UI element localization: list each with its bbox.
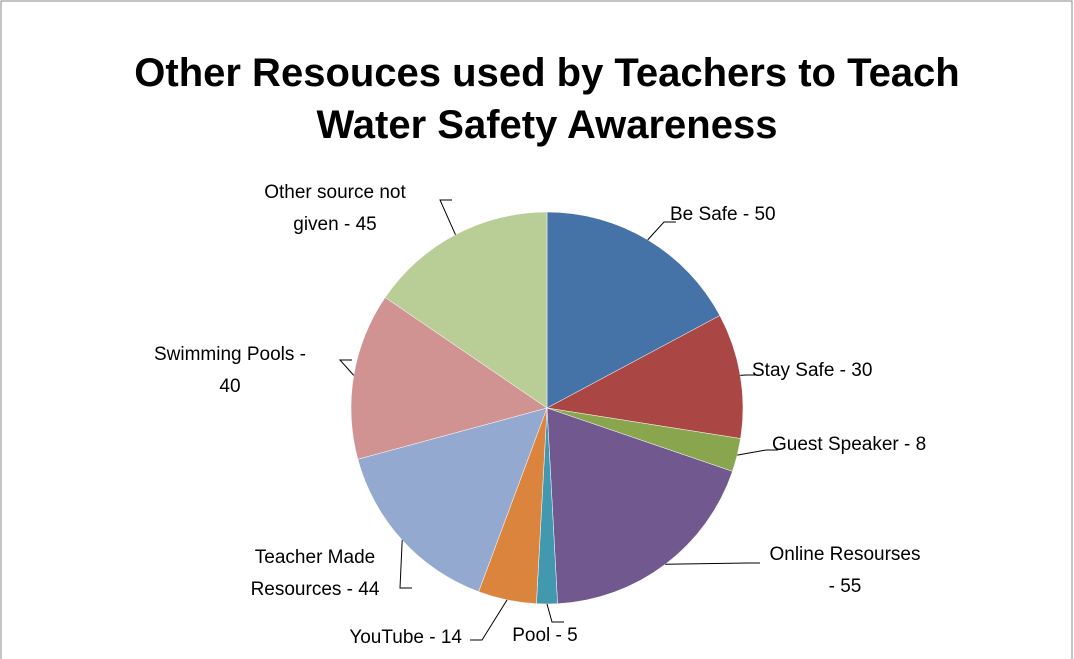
leader-line <box>470 599 508 641</box>
pie-slice <box>546 315 744 439</box>
chart-title: Other Resouces used by Teachers to Teach… <box>134 51 959 147</box>
data-label: Online Resourses - 55 <box>769 544 920 597</box>
data-label: Swimming Pools -40 <box>154 344 306 397</box>
leader-line <box>647 221 676 241</box>
data-label: Be Safe - 50 <box>670 204 776 225</box>
data-label: Stay Safe - 30 <box>752 360 872 381</box>
leader-line <box>737 449 778 456</box>
leader-line <box>338 359 355 376</box>
data-label: YouTube - 14 <box>349 627 462 648</box>
pie-slice <box>546 211 721 409</box>
pie-slice <box>546 407 733 604</box>
data-label: Guest Speaker - 8 <box>772 434 926 455</box>
leader-line <box>439 199 456 235</box>
leader-line <box>665 562 760 565</box>
pie-slice <box>384 211 548 409</box>
leader-line <box>399 540 412 589</box>
leader-line <box>546 603 564 623</box>
pie-slice <box>350 297 548 460</box>
data-label: Pool - 5 <box>512 625 577 646</box>
data-label: Other source not given - 45 <box>264 182 406 235</box>
data-label: Teacher Made Resources - 44 <box>251 547 380 600</box>
